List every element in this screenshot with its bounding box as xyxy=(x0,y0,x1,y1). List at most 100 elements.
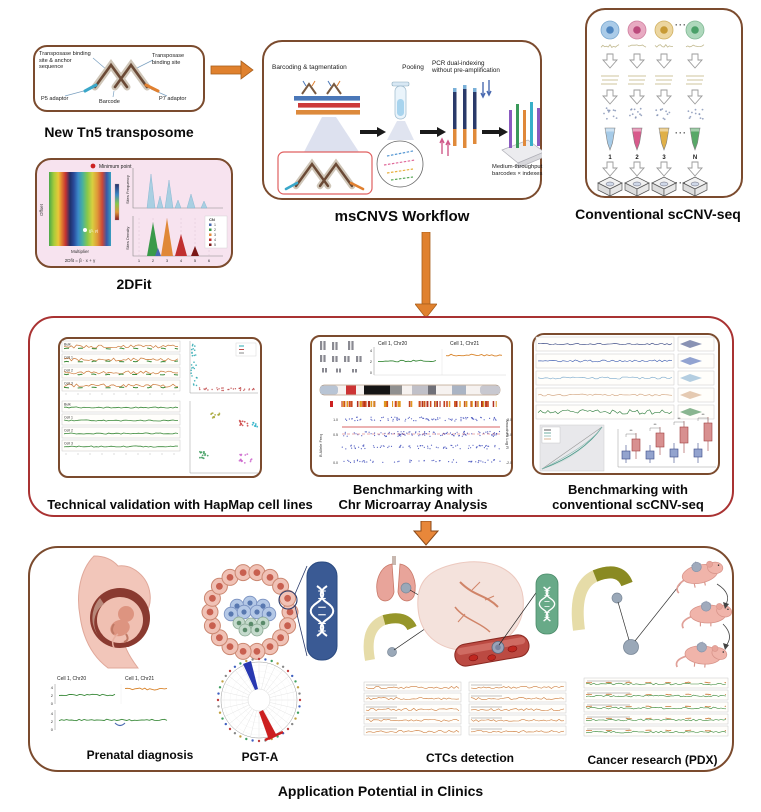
label-p7-adaptor: P7 adaptor xyxy=(159,96,187,102)
ctc-test-tube-icon xyxy=(535,573,559,635)
twodfit-heatmap xyxy=(49,172,111,246)
read-cluster-icons xyxy=(603,107,704,121)
flow-arrow-right-icon xyxy=(210,60,254,80)
tumor-cell-ball-icon xyxy=(623,639,639,655)
ellipsis: ··· xyxy=(675,20,687,30)
svg-text:0.0: 0.0 xyxy=(507,433,512,437)
mscnvs-workflow-graphics xyxy=(277,80,542,195)
transposome-icon xyxy=(284,158,365,191)
blastocyst-inner-cells xyxy=(223,595,277,637)
caption-pdx: Cancer research (PDX) xyxy=(587,753,718,767)
panel-label-chr20: Cell 1, Chr20 xyxy=(378,341,407,347)
logr-axis-label: Smoothed Log R xyxy=(505,419,510,449)
tube-label-2: 2 xyxy=(635,155,639,161)
freq-histogram xyxy=(146,173,208,209)
label-barcode: Barcode xyxy=(99,99,120,105)
conventional-benchmark-graphics: ** ** ** ** xyxy=(535,336,716,472)
caption-tn5: New Tn5 transposome xyxy=(44,124,194,140)
svg-text:**: ** xyxy=(677,416,681,421)
svg-text:0: 0 xyxy=(51,701,54,706)
karyotype-icon xyxy=(320,341,362,373)
svg-text:0: 0 xyxy=(370,371,372,375)
chromosome-ideogram xyxy=(319,384,501,396)
svg-text:4: 4 xyxy=(370,349,372,353)
heatmap-formula: 2Dfit = β · x + γ xyxy=(65,258,96,263)
ctc-cnv-tracks-left xyxy=(363,681,462,736)
heatmap-xlabel: Multiplier xyxy=(71,249,90,254)
ctc-detection-icons xyxy=(363,556,559,667)
svg-text:1.0: 1.0 xyxy=(333,418,338,422)
svg-text:CN: CN xyxy=(209,217,215,222)
label-step-pooling: Pooling xyxy=(402,64,424,71)
pcr-dual-index-icon xyxy=(439,80,492,156)
hapmap-validation-graphics: Bulk Cell 1 Cell 2 Cell 3 Bulk Cell 1 Ce… xyxy=(61,340,259,474)
svg-text:Cell 2: Cell 2 xyxy=(64,369,73,373)
svg-text:**: ** xyxy=(629,428,633,433)
method-tracks xyxy=(535,336,715,420)
library-icons xyxy=(601,75,704,85)
tube-label-1: 1 xyxy=(608,155,612,161)
heatmap-colorbar xyxy=(114,183,120,221)
svg-text:4: 4 xyxy=(180,258,183,263)
down-arrow-icons xyxy=(602,89,703,105)
caption-prenatal: Prenatal diagnosis xyxy=(86,748,194,762)
svg-text:1: 1 xyxy=(214,223,216,227)
svg-text:2: 2 xyxy=(51,693,54,698)
svg-text:2: 2 xyxy=(152,258,155,263)
sequencer-icons xyxy=(597,176,708,197)
cma-marker xyxy=(330,401,333,407)
svg-text:Cell 1, Chr20: Cell 1, Chr20 xyxy=(57,676,86,682)
svg-text:2.0: 2.0 xyxy=(507,418,512,422)
svg-text:2: 2 xyxy=(51,719,54,724)
cnv-tracks-top: Bulk Cell 1 Cell 2 Cell 3 xyxy=(61,340,181,395)
down-arrow-icons xyxy=(602,161,703,177)
density-histogram xyxy=(147,218,199,256)
svg-text:Bulk: Bulk xyxy=(64,403,71,407)
prenatal-cnv-chart: Cell 1, Chr20 Cell 1, Chr21 4 2 0 4 2 0 xyxy=(51,676,168,732)
panel-label-chr21: Cell 1, Chr21 xyxy=(450,341,479,347)
coverage-scatter-plot xyxy=(189,341,258,394)
pdx-icons xyxy=(571,554,734,673)
spray-beam-shape xyxy=(387,121,414,140)
blood-vessel-icon xyxy=(454,634,530,667)
twodfit-graphics: Minimum point (β, γ) Offset Multiplier 2… xyxy=(39,163,228,263)
blastocyst-and-tube-icon xyxy=(201,561,338,661)
svg-text:Cell 2: Cell 2 xyxy=(64,429,73,433)
baf-axis-label: B Allele Freq xyxy=(318,434,323,457)
label-transposase-anchor: Transposase binding site & anchor sequen… xyxy=(39,51,91,71)
svg-text:Cell 1: Cell 1 xyxy=(64,356,73,360)
svg-text:Bulk: Bulk xyxy=(64,343,71,347)
caption-conventional: Conventional scCNV-seq xyxy=(575,206,741,222)
tube-label-n: N xyxy=(692,155,698,161)
circos-loss-wedge xyxy=(259,710,277,740)
cma-tick-bar xyxy=(341,401,497,407)
minimum-point-label: (β, γ) xyxy=(89,228,99,233)
pdx-cnv-tracks xyxy=(583,677,729,737)
circos-gain-wedge xyxy=(243,661,258,690)
svg-text:4: 4 xyxy=(51,711,54,716)
microarray-benchmark-graphics: Cell 1, Chr20 Cell 1, Chr21 4 2 0 xyxy=(318,341,512,465)
svg-text:0: 0 xyxy=(51,727,54,732)
conventional-sccnv-graphics xyxy=(597,20,708,197)
svg-text:Cell 1: Cell 1 xyxy=(64,416,73,420)
tube-label-3: 3 xyxy=(662,155,666,161)
svg-text:**: ** xyxy=(701,412,705,417)
cell-line-cluster-plot xyxy=(189,401,259,474)
caption-microarray: Benchmarking with Chr Microarray Analysi… xyxy=(338,482,488,513)
pregnant-woman-icon xyxy=(78,555,151,669)
pdx-mouse-icon xyxy=(671,554,729,595)
density-ylabel: Sites Density xyxy=(125,227,130,250)
comparison-boxplot: ** ** ** ** xyxy=(617,412,716,468)
svg-text:Cell 1, Chr21: Cell 1, Chr21 xyxy=(125,676,154,682)
svg-text:6: 6 xyxy=(208,258,211,263)
svg-text:2: 2 xyxy=(370,360,372,364)
svg-text:Cell 3: Cell 3 xyxy=(64,442,73,446)
flow-arrow-down-icon xyxy=(415,232,437,318)
svg-text:3: 3 xyxy=(166,258,169,263)
legend-minimum-point: Minimum point xyxy=(99,164,132,170)
caption-workflow: msCNVS Workflow xyxy=(334,208,470,225)
dna-test-tube-icon xyxy=(306,561,338,661)
label-transposase-binding: Transposase binding site xyxy=(152,53,185,66)
pdx-mouse-icon xyxy=(675,638,730,673)
